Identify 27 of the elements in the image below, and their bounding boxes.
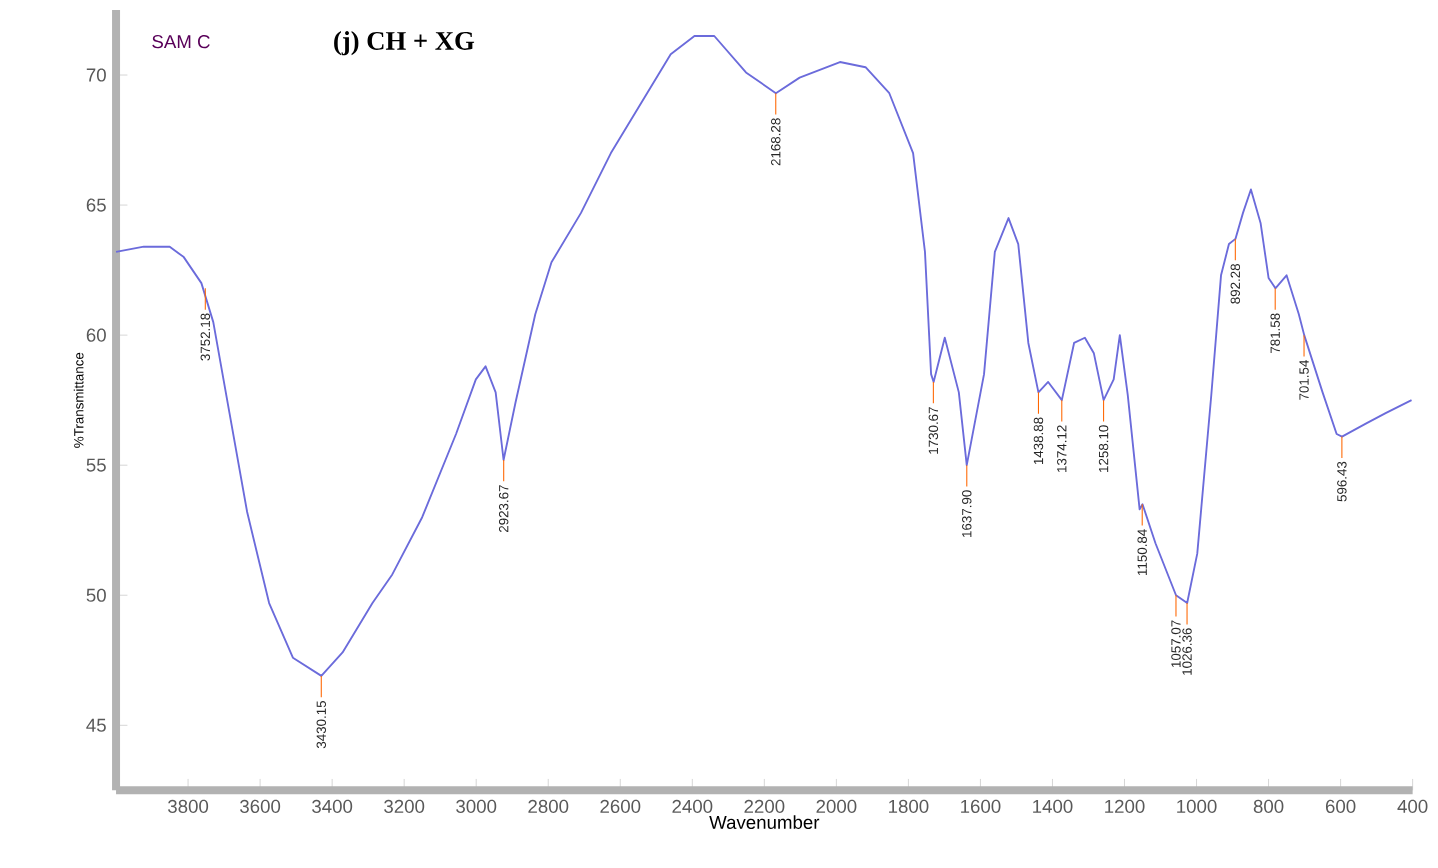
x-tick-label: 3000 [456, 799, 497, 813]
y-tick-label: 65 [86, 198, 106, 212]
x-tick-label: 800 [1253, 799, 1284, 813]
x-tick-label: 3600 [240, 799, 281, 813]
x-tick-label: 2400 [672, 799, 713, 813]
x-tick-label: 2200 [744, 799, 785, 813]
x-tick-label: 2600 [600, 799, 641, 813]
text: (j) CH + XG [334, 30, 475, 56]
x-tick-label: 3800 [168, 799, 209, 813]
x-tick-label: 600 [1325, 799, 1356, 813]
y-tick-label: 60 [86, 328, 106, 342]
x-tick-label: 1800 [889, 799, 929, 813]
y-tick-label: 55 [86, 458, 106, 472]
x-tick-label: 3400 [312, 799, 353, 813]
x-tick-label: 1600 [961, 799, 1001, 813]
x-tick-label: 2000 [816, 799, 857, 813]
x-tick-label: 1000 [1177, 799, 1217, 813]
y-tick-label: 50 [86, 588, 106, 602]
x-axis-title: Wavenumber [709, 815, 820, 829]
x-tick-label: 3200 [384, 799, 425, 813]
x-tick-label: 1200 [1105, 799, 1145, 813]
y-tick-label: 70 [86, 68, 106, 82]
annotation: SAM C [152, 34, 210, 49]
x-tick-label: 400 [1397, 799, 1428, 813]
y-tick-label: 45 [86, 718, 106, 732]
x-tick-label: 1400 [1033, 799, 1073, 813]
x-tick-label: 2800 [528, 799, 569, 813]
